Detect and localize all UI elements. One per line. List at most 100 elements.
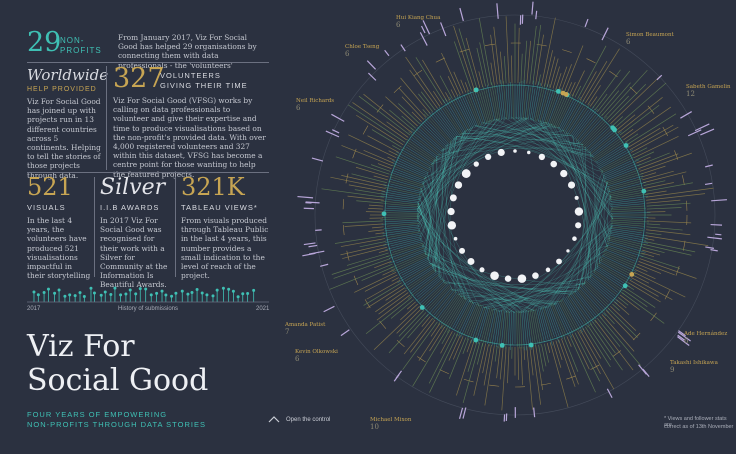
halo-line — [446, 298, 468, 333]
radial-bar — [597, 70, 631, 113]
halo-line — [392, 255, 429, 273]
halo-line — [390, 241, 423, 251]
radial-bar — [569, 82, 576, 95]
outer-tick — [367, 72, 377, 81]
network-link — [441, 119, 492, 151]
network-link — [436, 156, 441, 278]
halo-line — [610, 224, 643, 229]
radial-bar — [592, 321, 616, 354]
nonprofit-node — [473, 161, 479, 167]
halo-line — [601, 156, 635, 174]
network-link — [416, 216, 548, 308]
radial-bar — [538, 74, 541, 86]
radial-bar — [391, 277, 399, 282]
timeline-dot — [73, 294, 77, 298]
radial-bar — [401, 115, 416, 129]
outer-tick — [531, 1, 534, 15]
halo-line — [435, 109, 458, 139]
timeline-start: 2017 — [27, 306, 41, 312]
halo-line — [406, 267, 435, 286]
timeline-dot — [109, 292, 113, 296]
radial-bar — [490, 34, 498, 85]
radial-bar — [448, 337, 467, 379]
timeline-dot — [180, 289, 184, 293]
radial-bar — [555, 72, 562, 90]
radial-bar — [370, 164, 391, 172]
radial-bar — [636, 266, 648, 272]
network-link — [460, 295, 510, 314]
volunteer-name: Michael Mixon — [370, 417, 412, 423]
volunteer-name: Takashi Ishikawa — [670, 360, 718, 366]
timeline-dot — [32, 290, 36, 294]
radial-bar — [605, 310, 635, 341]
halo-line — [390, 183, 422, 193]
radial-bar — [478, 18, 492, 86]
outer-tick — [366, 60, 377, 70]
network-link — [459, 125, 557, 135]
network-link — [421, 138, 455, 186]
nonprofit-node — [447, 221, 457, 230]
radial-bar — [552, 66, 560, 89]
outer-tick — [308, 244, 318, 248]
radial-bar — [405, 56, 441, 107]
network-link — [547, 122, 610, 242]
network-link — [443, 282, 575, 293]
nonprofit-node — [485, 153, 492, 161]
radial-bar — [367, 135, 399, 153]
network-link — [499, 221, 613, 312]
halo-line — [401, 152, 432, 169]
radial-bar — [645, 190, 667, 195]
halo-line — [610, 199, 643, 204]
halo-line — [606, 173, 644, 186]
halo-line — [463, 94, 478, 127]
radial-bar — [614, 301, 630, 315]
nonprofit-node — [566, 249, 570, 253]
halo-line — [564, 297, 585, 331]
radial-bar — [402, 321, 438, 370]
nonprofit-node — [459, 247, 466, 254]
halo-line — [420, 280, 445, 304]
views-number: 321K — [181, 173, 245, 201]
ring-dot — [563, 91, 569, 97]
radial-bar — [410, 319, 436, 353]
network-link — [453, 118, 498, 141]
network-link — [524, 224, 613, 313]
timeline-dot — [195, 287, 199, 291]
radial-bar — [409, 69, 438, 109]
radial-bar — [641, 172, 657, 178]
volunteer-name: Ade Hernández — [684, 331, 728, 337]
network-link — [539, 120, 581, 145]
radial-bar — [496, 346, 501, 379]
halo-line — [569, 293, 593, 326]
halo-line — [466, 304, 481, 341]
halo-line — [531, 81, 539, 121]
halo-line — [444, 296, 465, 329]
halo-line — [567, 107, 586, 135]
radial-bar — [626, 113, 677, 146]
network-link — [421, 244, 542, 310]
halo-line — [567, 295, 589, 328]
halo-line — [494, 84, 501, 121]
outer-tick — [395, 370, 403, 379]
nonprofit-node — [538, 153, 546, 161]
radial-bar — [358, 95, 411, 136]
halo-line — [588, 276, 619, 302]
network-link — [420, 124, 553, 189]
radial-bar — [382, 269, 395, 276]
radial-bar — [511, 55, 513, 84]
radial-bar — [608, 308, 638, 338]
outer-tick — [462, 407, 467, 419]
radial-bar — [386, 121, 409, 138]
open-control-button[interactable]: Open the control — [268, 416, 330, 423]
halo-line — [380, 218, 420, 220]
halo-line — [579, 116, 604, 144]
halo-line — [386, 223, 420, 227]
radial-bar — [401, 96, 425, 120]
halo-line — [446, 297, 466, 330]
halo-line — [597, 264, 629, 284]
ring-dot — [419, 305, 425, 310]
halo-line — [394, 168, 426, 181]
network-link — [424, 253, 516, 314]
radial-bar — [532, 24, 542, 85]
network-link — [417, 205, 463, 298]
